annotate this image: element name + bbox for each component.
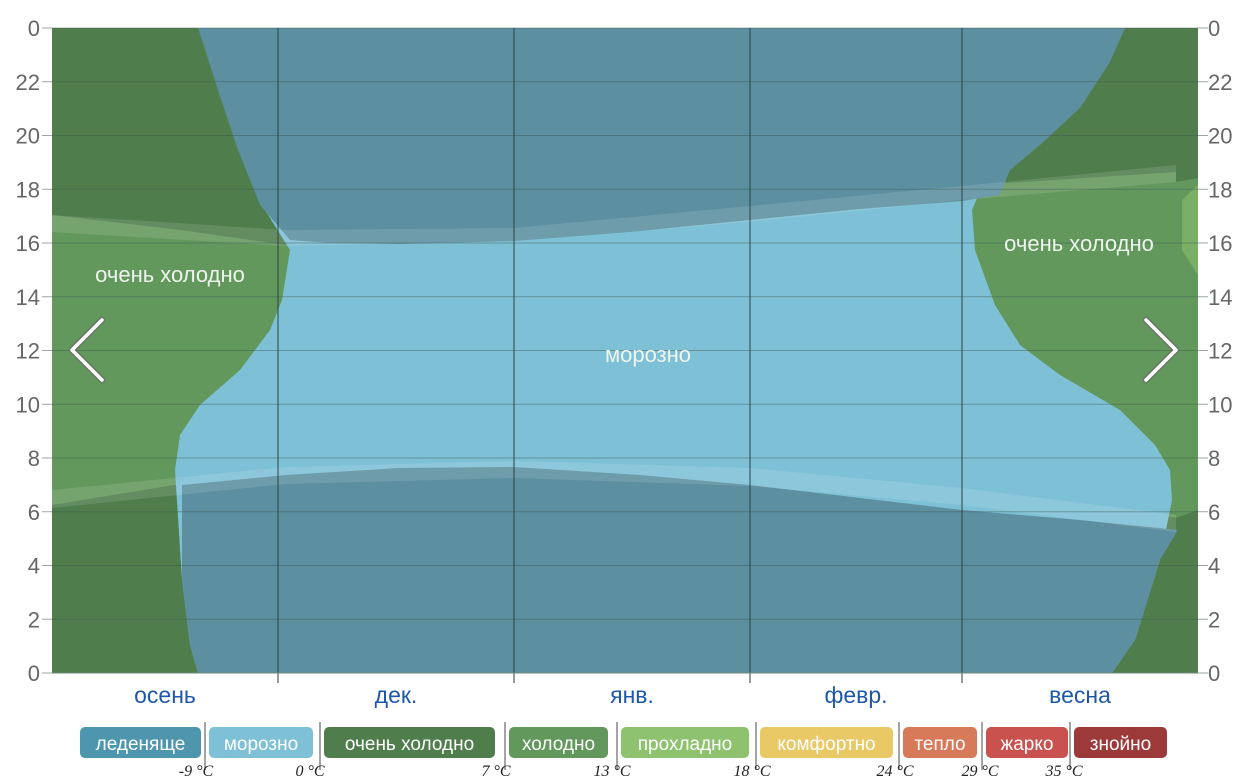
y-axis-left: 0 2 4 6 8 10 12 14 16 18 20 22 0: [16, 16, 52, 686]
legend-threshold: 29 °C: [961, 763, 998, 780]
legend-threshold: 18 °C: [733, 763, 770, 780]
legend-swatch: [986, 727, 1068, 758]
legend-item: жарко: [986, 727, 1068, 758]
legend-swatch: [1074, 727, 1167, 758]
legend-label: знойно: [1090, 734, 1151, 755]
legend-swatch: [903, 727, 977, 758]
y-tick-label: 18: [16, 177, 40, 202]
y-tick-label: 8: [28, 446, 40, 471]
y-tick-label: 20: [1208, 124, 1232, 149]
y-tick-label: 22: [16, 70, 40, 95]
twilight-morning-band: [52, 461, 1176, 532]
legend-swatch: [324, 727, 495, 758]
y-tick-label: 4: [28, 554, 40, 579]
legend-label: комфортно: [777, 734, 875, 755]
legend-item: тепло: [903, 727, 977, 758]
plot-area: [52, 28, 1198, 673]
legend-label: прохладно: [638, 734, 733, 755]
x-tick-label: февр.: [824, 682, 887, 708]
legend: леденяще морозно очень холодно холодно прохл…: [80, 722, 1167, 770]
legend-swatch: [509, 727, 608, 758]
y-tick-label: 2: [1208, 607, 1220, 632]
x-tick-label: янв.: [610, 682, 654, 708]
region-label: морозно: [605, 342, 691, 367]
cool-band-area: [1182, 185, 1198, 275]
frigid-morning-area: [182, 467, 1178, 673]
region-label: очень холодно: [1004, 231, 1154, 256]
twilight-evening-band: [52, 165, 1176, 246]
legend-swatch: [80, 727, 201, 758]
legend-item: очень холодно: [324, 727, 495, 758]
legend-threshold: 13 °C: [593, 763, 630, 780]
legend-label: леденяще: [96, 734, 186, 755]
x-tick-label: осень: [134, 682, 196, 708]
legend-item: комфортно: [760, 727, 893, 758]
chevron-left-icon[interactable]: [68, 316, 106, 384]
legend-label: морозно: [224, 734, 298, 755]
y-tick-label: 14: [1208, 285, 1232, 310]
legend-item: знойно: [1074, 727, 1167, 758]
legend-label: тепло: [914, 734, 965, 755]
y-tick-label: 10: [1208, 392, 1232, 417]
y-axis-right: 0 2 4 6 8 10 12 14 16 18 20 22 0: [1198, 16, 1232, 686]
y-tick-label: 0: [28, 16, 40, 41]
y-tick-label: 6: [28, 500, 40, 525]
legend-label: очень холодно: [345, 734, 474, 755]
legend-label: холодно: [522, 734, 595, 755]
y-tick-label: 0: [1208, 16, 1220, 41]
x-axis-labels: осень дек. янв. февр. весна: [134, 682, 1111, 708]
region-labels: очень холодно морозно очень холодно: [95, 231, 1154, 367]
legend-item: леденяще: [80, 727, 201, 758]
legend-item: прохладно: [621, 727, 749, 758]
legend-swatch: [209, 727, 313, 758]
chevron-right-icon[interactable]: [1142, 316, 1180, 384]
y-tick-label: 8: [1208, 446, 1220, 471]
y-tick-label: 2: [28, 607, 40, 632]
y-tick-label: 6: [1208, 500, 1220, 525]
legend-threshold: 0 °C: [295, 763, 324, 780]
frigid-night-area: [198, 28, 1125, 244]
y-tick-label: 18: [1208, 177, 1232, 202]
y-tick-label: 12: [16, 339, 40, 364]
legend-threshold: 7 °C: [481, 763, 510, 780]
legend-threshold: -9 °C: [179, 763, 214, 780]
y-tick-label: 14: [16, 285, 40, 310]
y-tick-label: 10: [16, 392, 40, 417]
legend-item: холодно: [509, 727, 608, 758]
y-tick-label: 20: [16, 124, 40, 149]
region-label: очень холодно: [95, 262, 245, 287]
legend-label: жарко: [1001, 734, 1054, 755]
y-tick-label: 16: [1208, 231, 1232, 256]
y-tick-label: 0: [28, 661, 40, 686]
x-tick-label: весна: [1049, 682, 1111, 708]
month-separators: [277, 28, 963, 683]
legend-threshold: 35 °C: [1044, 763, 1082, 780]
y-tick-label: 16: [16, 231, 40, 256]
legend-thresholds: -9 °C 0 °C 7 °C 13 °C 18 °C 24 °C 29 °C 35 °C: [179, 763, 1083, 780]
y-tick-label: 0: [1208, 661, 1220, 686]
legend-threshold: 24 °C: [876, 763, 913, 780]
legend-swatch: [760, 727, 893, 758]
y-tick-label: 22: [1208, 70, 1232, 95]
legend-swatch: [621, 727, 749, 758]
y-tick-label: 4: [1208, 554, 1220, 579]
x-tick-label: дек.: [375, 682, 418, 708]
y-tick-label: 12: [1208, 339, 1232, 364]
legend-item: морозно: [209, 727, 313, 758]
